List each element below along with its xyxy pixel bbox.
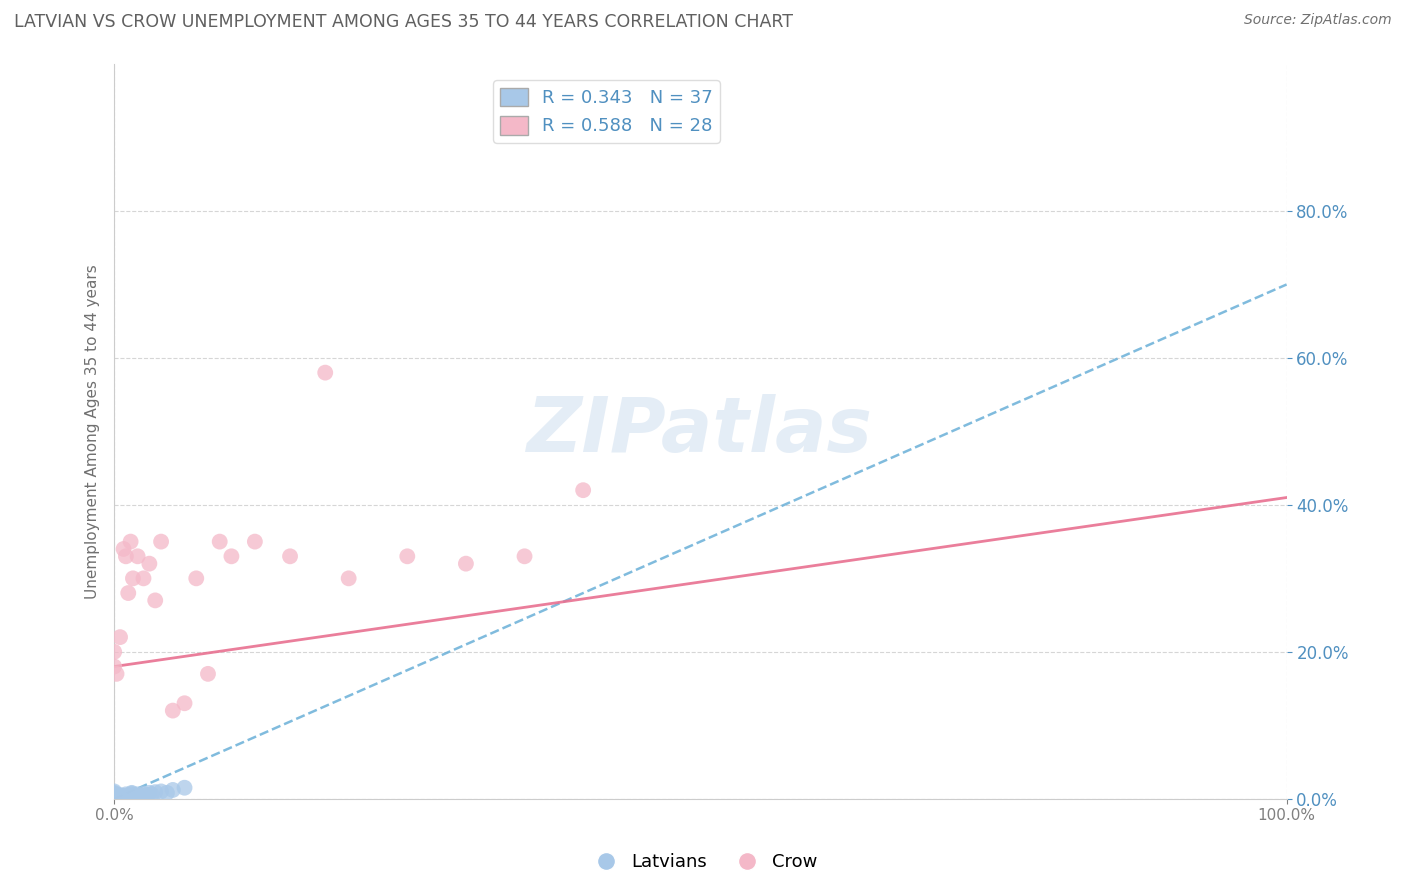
Point xyxy=(103,786,125,800)
Point xyxy=(103,659,125,673)
Point xyxy=(129,789,152,803)
Point xyxy=(112,791,135,805)
Point xyxy=(243,534,266,549)
Point xyxy=(103,791,125,805)
Point xyxy=(337,571,360,585)
Point xyxy=(103,791,125,805)
Point xyxy=(162,783,184,797)
Point xyxy=(108,630,131,644)
Point xyxy=(150,784,173,798)
Point xyxy=(117,586,139,600)
Point xyxy=(454,557,477,571)
Point xyxy=(208,534,231,549)
Legend: R = 0.343   N = 37, R = 0.588   N = 28: R = 0.343 N = 37, R = 0.588 N = 28 xyxy=(494,80,720,143)
Point xyxy=(103,790,125,805)
Point xyxy=(105,666,128,681)
Point xyxy=(112,541,135,556)
Point xyxy=(115,791,138,805)
Point xyxy=(197,666,219,681)
Point xyxy=(103,788,125,802)
Point xyxy=(173,780,195,795)
Point xyxy=(103,789,125,803)
Point xyxy=(138,786,160,800)
Point xyxy=(120,534,142,549)
Point xyxy=(221,549,243,564)
Point xyxy=(112,789,135,803)
Point xyxy=(108,791,131,805)
Point xyxy=(115,549,138,564)
Point xyxy=(103,787,125,801)
Point xyxy=(127,788,149,802)
Point xyxy=(278,549,301,564)
Point xyxy=(108,788,131,802)
Point xyxy=(314,366,336,380)
Point xyxy=(115,788,138,802)
Point xyxy=(103,645,125,659)
Text: LATVIAN VS CROW UNEMPLOYMENT AMONG AGES 35 TO 44 YEARS CORRELATION CHART: LATVIAN VS CROW UNEMPLOYMENT AMONG AGES … xyxy=(14,13,793,31)
Point xyxy=(103,791,125,805)
Point xyxy=(121,787,143,801)
Point xyxy=(111,789,134,804)
Point xyxy=(132,787,155,801)
Point xyxy=(143,593,166,607)
Point xyxy=(118,789,141,803)
Point xyxy=(572,483,595,498)
Point xyxy=(150,534,173,549)
Point xyxy=(103,788,125,802)
Point xyxy=(127,549,149,564)
Point xyxy=(127,791,149,805)
Point xyxy=(141,788,163,802)
Point xyxy=(122,788,145,802)
Text: ZIPatlas: ZIPatlas xyxy=(527,394,873,468)
Point xyxy=(173,696,195,710)
Point xyxy=(120,790,142,805)
Text: Source: ZipAtlas.com: Source: ZipAtlas.com xyxy=(1244,13,1392,28)
Point xyxy=(162,704,184,718)
Point xyxy=(132,571,155,585)
Point xyxy=(513,549,536,564)
Point xyxy=(103,784,125,798)
Point xyxy=(156,786,179,800)
Legend: Latvians, Crow: Latvians, Crow xyxy=(581,847,825,879)
Point xyxy=(396,549,419,564)
Point xyxy=(143,785,166,799)
Point xyxy=(138,557,160,571)
Point xyxy=(124,789,146,804)
Point xyxy=(122,571,145,585)
Point xyxy=(136,788,159,802)
Point xyxy=(103,789,125,804)
Point xyxy=(121,786,143,800)
Point xyxy=(186,571,208,585)
Point xyxy=(108,790,131,805)
Y-axis label: Unemployment Among Ages 35 to 44 years: Unemployment Among Ages 35 to 44 years xyxy=(86,264,100,599)
